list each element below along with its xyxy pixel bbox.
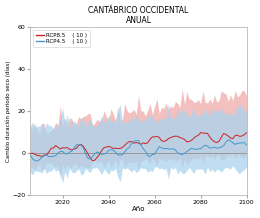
Title: CANTÁBRICO OCCIDENTAL
ANUAL: CANTÁBRICO OCCIDENTAL ANUAL <box>88 5 189 25</box>
Y-axis label: Cambio duración periodo seco (días): Cambio duración periodo seco (días) <box>5 60 11 162</box>
X-axis label: Año: Año <box>132 206 145 213</box>
Legend: RCP8.5    ( 10 ), RCP4.5    ( 10 ): RCP8.5 ( 10 ), RCP4.5 ( 10 ) <box>33 30 90 47</box>
